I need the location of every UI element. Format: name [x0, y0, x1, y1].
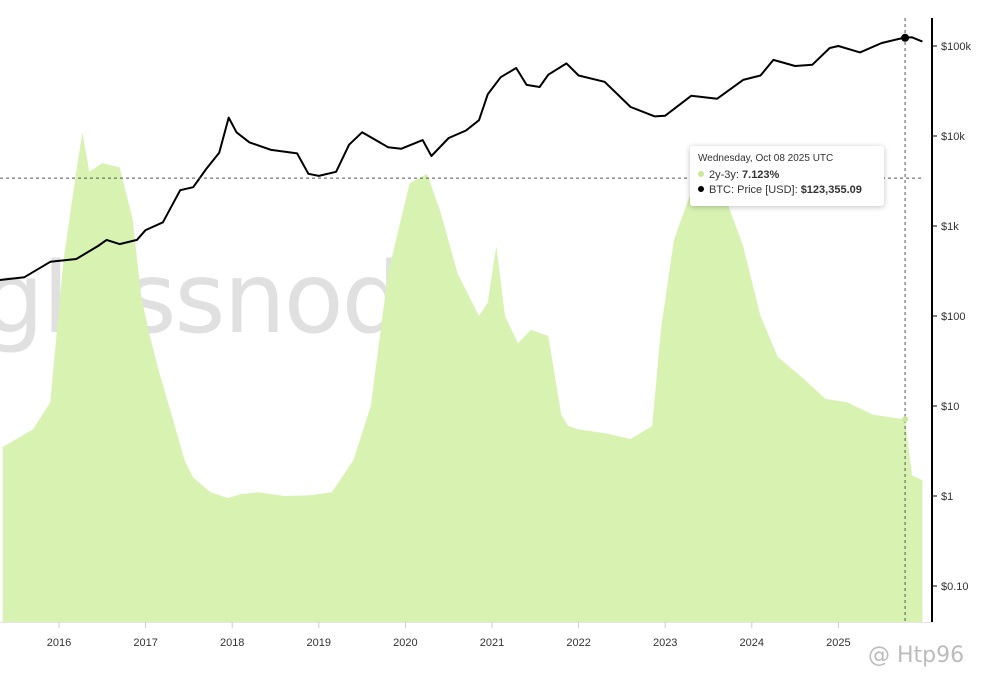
y-tick-label: $100 — [941, 311, 965, 323]
price-line-layer — [0, 36, 923, 282]
chart-tooltip: Wednesday, Oct 08 2025 UTC 2y-3y: 7.123%… — [690, 146, 884, 206]
series-2y3y-dot — [698, 171, 704, 177]
area-2y-3y — [2, 132, 923, 623]
x-tick-label: 2025 — [826, 637, 850, 649]
tooltip-row-2y3y: 2y-3y: 7.123% — [698, 169, 779, 181]
x-tick-label: 2018 — [220, 637, 244, 649]
x-tick-label: 2016 — [47, 637, 71, 649]
area-series-layer — [2, 132, 923, 623]
tooltip-date: Wednesday, Oct 08 2025 UTC — [698, 153, 834, 164]
y-tick-label: $10 — [941, 401, 959, 413]
x-tick-label: 2023 — [653, 637, 677, 649]
y-tick-label: $10k — [941, 131, 965, 143]
btc-price-line — [0, 36, 923, 282]
x-tick-label: 2019 — [307, 637, 331, 649]
tooltip-2y3y-value: 7.123% — [742, 169, 780, 181]
x-axis-ticks: 2016 2017 2018 2019 2020 2021 2022 2023 2024 2025 — [47, 622, 851, 649]
y-tick-label: $100k — [941, 41, 971, 53]
y-tick-label: $1k — [941, 221, 959, 233]
x-tick-label: 2020 — [393, 637, 417, 649]
tooltip-btc-value: $123,355.09 — [800, 184, 862, 196]
corner-watermark: @ Htp96 — [868, 643, 964, 668]
tooltip-btc-label: BTC: Price [USD]: — [709, 184, 801, 196]
y-tick-label: $0.10 — [941, 581, 969, 593]
tooltip-2y3y-label: 2y-3y: — [709, 169, 743, 181]
x-tick-label: 2017 — [133, 637, 157, 649]
price-hover-point — [901, 33, 910, 42]
series-btc-dot — [698, 186, 704, 192]
x-tick-label: 2022 — [566, 637, 590, 649]
x-tick-label: 2024 — [740, 637, 764, 649]
area-hover-point — [902, 416, 909, 423]
y-axis-ticks: $0.10 $1 $10 $100 $1k $10k $100k — [932, 41, 971, 593]
tooltip-row-btc-price: BTC: Price [USD]: $123,355.09 — [698, 184, 862, 196]
x-tick-label: 2021 — [480, 637, 504, 649]
y-tick-label: $1 — [941, 491, 953, 503]
